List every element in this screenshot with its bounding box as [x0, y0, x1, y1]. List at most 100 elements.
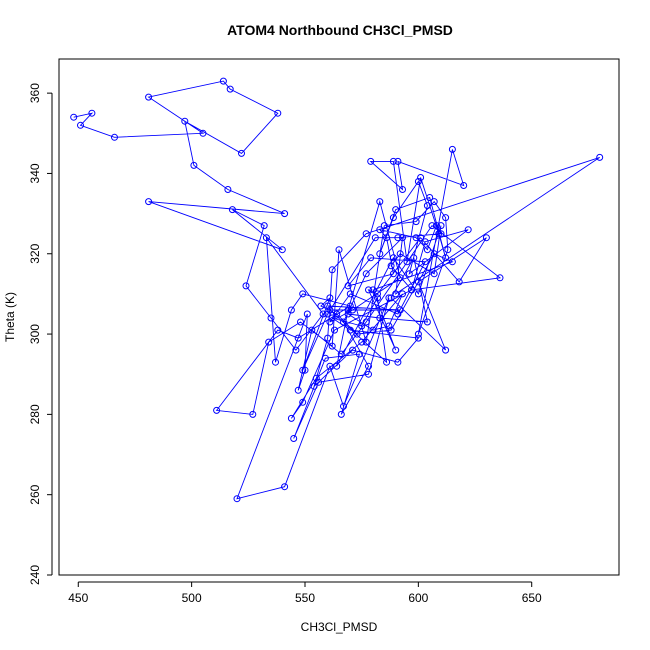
- data-point: [430, 250, 438, 258]
- data-point: [428, 222, 436, 230]
- data-point: [433, 222, 440, 230]
- data-point: [242, 282, 250, 290]
- data-point: [448, 145, 456, 153]
- data-point: [358, 338, 366, 346]
- data-point: [344, 282, 352, 290]
- data-point: [340, 402, 347, 410]
- data-point: [385, 294, 393, 302]
- data-point: [365, 370, 372, 378]
- data-point: [301, 366, 309, 374]
- data-point: [430, 198, 438, 206]
- plot-area: [58, 58, 620, 576]
- data-point: [228, 206, 236, 214]
- data-point: [396, 250, 404, 258]
- data-point: [394, 310, 402, 318]
- data-point: [145, 198, 153, 206]
- data-point: [414, 290, 422, 298]
- y-tick-label: 280: [28, 404, 42, 424]
- data-point: [317, 302, 325, 310]
- data-point: [414, 330, 422, 338]
- data-point: [444, 246, 452, 254]
- data-point: [423, 318, 431, 326]
- data-point: [389, 214, 397, 222]
- data-point: [374, 294, 381, 302]
- data-point: [426, 194, 434, 201]
- y-axis-label: Theta (K): [3, 292, 17, 342]
- data-point: [442, 254, 450, 262]
- data-point: [88, 109, 96, 117]
- data-point: [362, 318, 370, 326]
- data-point: [442, 346, 450, 354]
- data-point: [310, 382, 318, 390]
- data-point: [496, 274, 504, 282]
- data-point: [399, 290, 406, 298]
- data-point: [344, 310, 352, 318]
- data-point: [355, 350, 363, 358]
- data-point: [408, 286, 416, 294]
- data-point: [403, 258, 411, 266]
- data-point: [324, 302, 332, 310]
- data-point: [358, 322, 366, 330]
- data-point: [287, 306, 295, 314]
- data-point: [421, 238, 429, 246]
- data-point: [442, 214, 450, 222]
- data-point: [394, 234, 402, 242]
- data-point: [299, 398, 307, 406]
- data-point: [414, 334, 422, 342]
- data-point: [331, 326, 338, 334]
- data-point: [394, 358, 402, 366]
- data-point: [367, 254, 375, 262]
- data-point: [423, 246, 431, 254]
- data-point: [387, 262, 395, 270]
- data-point: [324, 334, 332, 342]
- data-point: [77, 121, 84, 129]
- data-point: [278, 246, 286, 254]
- data-point: [346, 326, 354, 334]
- data-point: [299, 366, 307, 374]
- data-point: [367, 157, 375, 165]
- data-point: [199, 129, 207, 137]
- data-point: [326, 318, 334, 326]
- data-point: [294, 334, 302, 342]
- data-point: [412, 218, 420, 226]
- data-point: [328, 314, 336, 322]
- data-point: [274, 109, 282, 117]
- data-point: [396, 274, 404, 282]
- data-point: [369, 326, 377, 334]
- data-point: [399, 186, 406, 193]
- data-point: [299, 290, 307, 298]
- data-series: [70, 77, 604, 503]
- data-point: [389, 254, 397, 262]
- data-point: [362, 270, 370, 278]
- data-point: [308, 326, 316, 334]
- data-point: [272, 358, 279, 366]
- data-point: [260, 222, 268, 230]
- data-point: [414, 278, 422, 286]
- data-point: [333, 362, 341, 370]
- data-point: [281, 210, 289, 218]
- data-point: [430, 270, 438, 278]
- data-point: [383, 358, 391, 366]
- data-point: [315, 378, 323, 386]
- data-point: [297, 318, 304, 326]
- data-point: [321, 354, 329, 362]
- data-point: [349, 306, 357, 314]
- data-point: [387, 294, 395, 302]
- y-tick-label: 240: [28, 565, 42, 585]
- data-point: [596, 153, 604, 161]
- data-point: [346, 290, 354, 298]
- data-point: [437, 222, 445, 230]
- x-tick-label: 500: [182, 591, 202, 605]
- data-point: [412, 234, 420, 242]
- data-point: [226, 85, 234, 93]
- y-axis: 240 260 280 300 320 340 360: [28, 83, 53, 585]
- data-point: [448, 258, 456, 266]
- data-point: [369, 286, 377, 294]
- data-point: [326, 362, 334, 370]
- y-tick-label: 300: [28, 324, 42, 344]
- data-point: [265, 338, 273, 346]
- data-point: [387, 326, 395, 334]
- data-point: [455, 278, 463, 286]
- data-point: [344, 306, 352, 314]
- data-point: [326, 306, 334, 314]
